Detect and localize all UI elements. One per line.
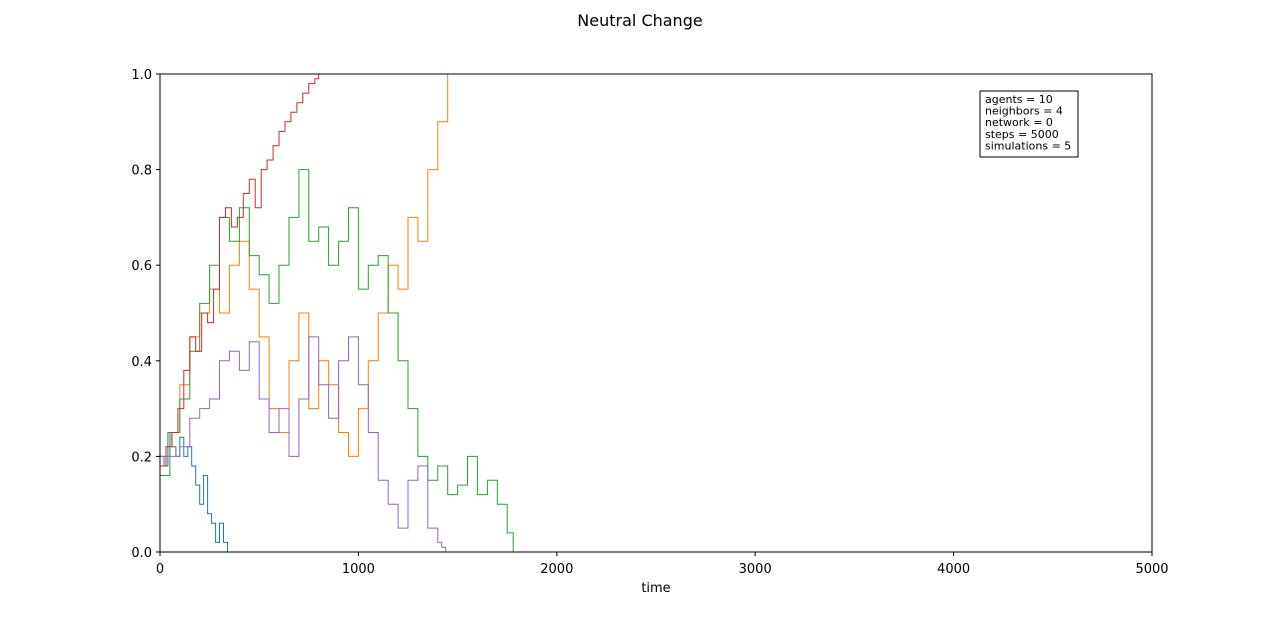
x-tick-label: 5000 <box>1135 562 1168 577</box>
annotation-line: steps = 5000 <box>985 128 1059 141</box>
x-tick-label: 3000 <box>739 562 772 577</box>
y-axis: 0.0 0.2 0.4 0.6 0.8 1.0 <box>131 68 160 561</box>
x-axis-label: time <box>641 581 670 596</box>
x-tick-label: 1000 <box>342 562 375 577</box>
annotation-line: network = 0 <box>985 116 1053 129</box>
plot-frame <box>159 73 1153 553</box>
x-tick-label: 0 <box>156 562 164 577</box>
chart-title: Neutral Change <box>577 11 702 30</box>
series-layer <box>160 73 1152 553</box>
series-line-5 <box>160 336 1152 553</box>
y-tick-label: 0.0 <box>131 546 152 561</box>
series-line-1 <box>160 432 1152 553</box>
y-tick-label: 0.8 <box>131 164 152 179</box>
annotation-line: neighbors = 4 <box>985 105 1063 118</box>
series-line-4 <box>160 73 1152 467</box>
annotation-box-frame <box>979 90 1079 158</box>
x-axis: 0 1000 2000 3000 4000 5000 <box>156 552 1169 577</box>
y-tick-label: 0.4 <box>131 355 152 370</box>
annotation-line: simulations = 5 <box>985 139 1071 152</box>
annotation-line: agents = 10 <box>985 93 1053 106</box>
y-tick-label: 0.2 <box>131 450 152 465</box>
x-tick-label: 4000 <box>937 562 970 577</box>
y-tick-label: 1.0 <box>131 68 152 83</box>
x-tick-label: 2000 <box>540 562 573 577</box>
y-tick-label: 0.6 <box>131 259 152 274</box>
